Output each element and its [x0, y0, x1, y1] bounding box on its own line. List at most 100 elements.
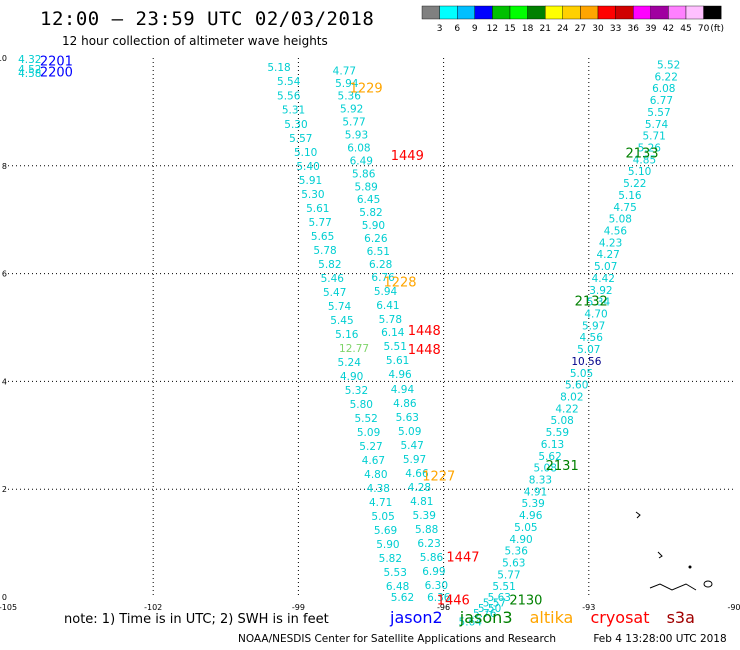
wave-height-label: 5.40 — [296, 161, 319, 173]
wave-height-label: 12.77 — [339, 343, 369, 355]
color-swatch — [650, 5, 669, 20]
wave-height-label: 6.28 — [369, 259, 392, 271]
footnote-text: note: 1) Time is in UTC; 2) SWH is in fe… — [64, 612, 329, 627]
wave-height-label: 6.08 — [347, 142, 370, 154]
x-tick-label: -99 — [292, 603, 305, 612]
wave-height-label: 4.56 — [580, 332, 604, 344]
wave-height-label: 4.67 — [362, 455, 385, 467]
wave-height-label: 4.91 — [524, 486, 547, 498]
wave-height-label: 5.62 — [391, 592, 414, 604]
wave-height-label: 5.71 — [642, 131, 665, 143]
wave-height-label: 4.96 — [519, 510, 543, 522]
wave-height-label: 5.09 — [357, 427, 380, 439]
time-label: 1448 — [408, 324, 441, 339]
wave-height-label: 4.71 — [369, 497, 392, 509]
wave-height-label: 5.62 — [538, 451, 561, 463]
wave-height-label: 8.33 — [529, 474, 552, 486]
wave-height-label: 5.16 — [618, 190, 642, 202]
color-scale-label: 45 — [680, 24, 691, 34]
color-scale-label: 9 — [472, 24, 478, 34]
wave-height-label: 5.63 — [502, 558, 525, 570]
wave-height-label: 4.23 — [599, 237, 622, 249]
wave-height-label: 5.78 — [313, 245, 336, 257]
color-scale-label: 30 — [592, 24, 604, 34]
wave-height-label: 4.77 — [333, 65, 356, 77]
color-swatch — [633, 5, 652, 20]
y-tick-label: 6 — [2, 270, 7, 279]
color-scale-unit: (ft) — [710, 24, 724, 34]
credit-text: NOAA/NESDIS Center for Satellite Applica… — [238, 633, 556, 645]
wave-height-label: 5.08 — [550, 415, 573, 427]
wave-height-label: 5.74 — [328, 301, 352, 313]
wave-height-label: 5.89 — [354, 181, 377, 193]
color-swatch — [685, 5, 704, 20]
time-label: 2131 — [546, 459, 579, 474]
color-scale-label: 70 — [698, 24, 710, 34]
wave-height-label: 5.52 — [657, 59, 680, 71]
color-swatch — [580, 5, 599, 20]
wave-height-label: 5.64 — [459, 616, 483, 628]
wave-height-label: 5.45 — [330, 315, 353, 327]
wave-height-label: 4.27 — [596, 249, 619, 261]
color-swatch — [562, 5, 581, 20]
wave-height-label: 5.82 — [379, 553, 402, 565]
color-swatch — [421, 5, 440, 20]
wave-height-label: 4.81 — [410, 496, 433, 508]
x-tick-label: -93 — [582, 603, 595, 612]
wave-height-label: 5.60 — [565, 380, 588, 392]
time-label: 2133 — [625, 146, 658, 161]
wave-height-label: 5.05 — [371, 511, 394, 523]
color-swatch — [703, 5, 722, 20]
wave-height-label: 4.56 — [604, 225, 628, 237]
y-tick-label: 0 — [2, 593, 7, 602]
color-swatch — [509, 5, 528, 20]
wave-height-label: 5.77 — [308, 217, 331, 229]
wave-height-label: 6.36 — [427, 592, 451, 604]
wave-height-label: 5.51 — [492, 581, 515, 593]
time-label: 1227 — [422, 470, 455, 485]
color-scale-label: 6 — [454, 24, 460, 34]
wave-height-label: 5.76 — [473, 608, 497, 620]
wave-height-label: 5.82 — [359, 207, 382, 219]
timestamp-text: Feb 4 13:28:00 UTC 2018 — [593, 633, 727, 645]
legend-jason2: jason2 — [390, 608, 443, 627]
wave-height-label: 5.94 — [335, 78, 359, 90]
wave-height-label: 4.38 — [367, 483, 390, 495]
color-swatch — [439, 5, 458, 20]
wave-height-label: 5.63 — [488, 592, 511, 604]
wave-height-label: 5.92 — [340, 104, 363, 116]
wave-height-label: 5.97 — [582, 320, 605, 332]
wave-height-label: 4.42 — [592, 273, 615, 285]
legend-s3a: s3a — [666, 608, 695, 627]
wave-height-label: 5.51 — [384, 341, 407, 353]
wave-height-label: 6.48 — [386, 581, 409, 593]
grid-lines — [8, 58, 734, 597]
wave-height-label: 5.86 — [352, 168, 376, 180]
y-tick-label: 2 — [2, 485, 7, 494]
wave-height-label: 5.27 — [359, 441, 382, 453]
y-tick-label: 8 — [2, 162, 7, 171]
wave-height-label: 5.91 — [299, 175, 322, 187]
wave-height-label: 5.30 — [284, 119, 307, 131]
wave-height-label: 5.80 — [350, 399, 373, 411]
wave-height-label: 6.51 — [367, 246, 390, 258]
wave-height-label: 6.22 — [655, 71, 678, 83]
wave-height-label: 4.52 — [18, 64, 41, 76]
wave-height-label: 6.77 — [650, 95, 673, 107]
color-swatch — [668, 5, 687, 20]
color-scale-label: 24 — [557, 24, 569, 34]
wave-height-label: 6.26 — [364, 233, 388, 245]
wave-height-label: 4.85 — [633, 154, 656, 166]
wave-height-label: 4.90 — [340, 371, 363, 383]
wave-height-label: 5.61 — [386, 355, 409, 367]
x-tick-label: -105 — [0, 603, 17, 612]
wave-height-label: 5.07 — [577, 344, 600, 356]
time-label: 1448 — [408, 343, 441, 358]
wave-height-label: 5.86 — [420, 552, 444, 564]
wave-height-label: 4.58 — [18, 68, 41, 80]
wave-height-label: 4.96 — [388, 369, 412, 381]
wave-height-label: 4.90 — [509, 534, 532, 546]
wave-height-label: 5.08 — [609, 214, 632, 226]
wave-height-label: 5.34 — [587, 297, 611, 309]
wave-height-label: 5.08 — [534, 463, 557, 475]
